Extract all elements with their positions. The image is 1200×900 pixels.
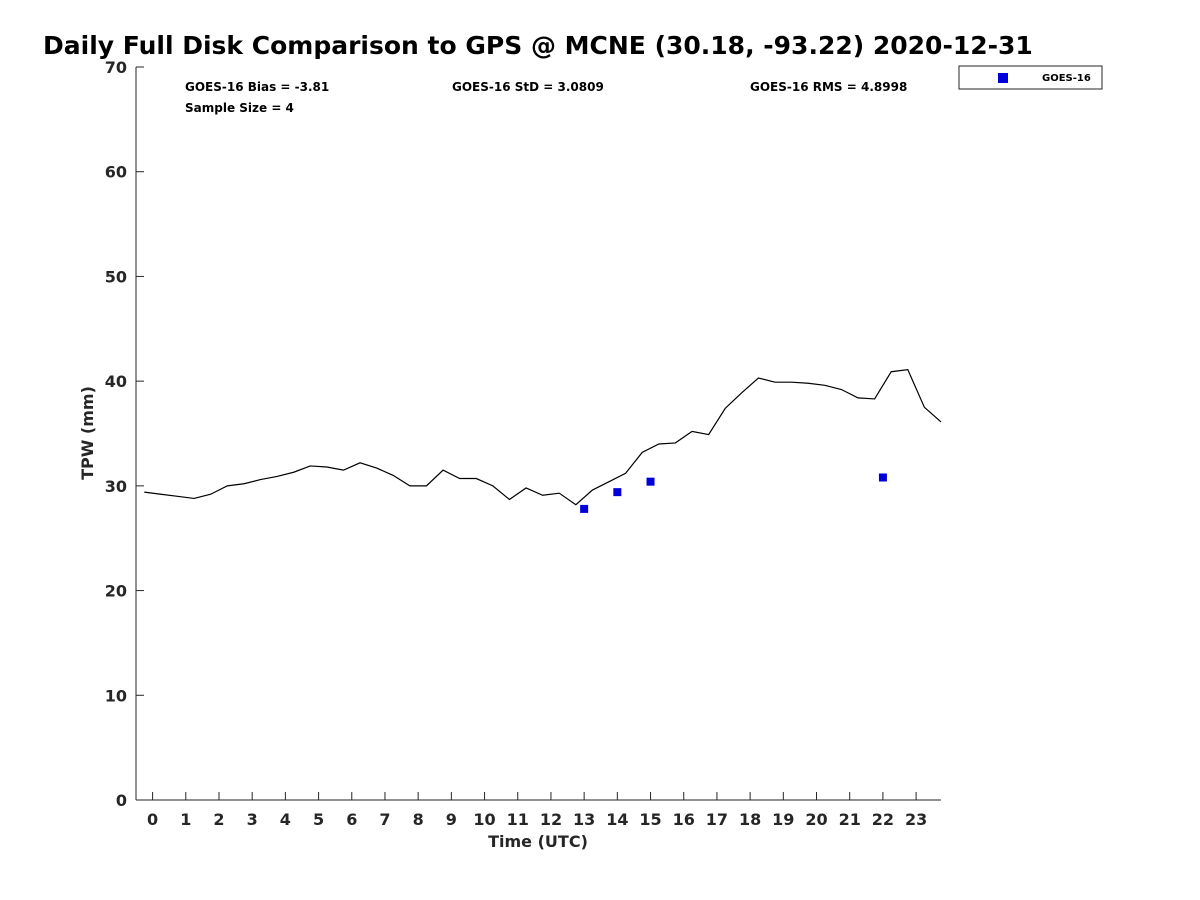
x-tick-label: 5 [313, 810, 324, 829]
x-tick-label: 17 [706, 810, 728, 829]
x-tick-label: 8 [413, 810, 424, 829]
legend-label-goes16: GOES-16 [1042, 73, 1091, 84]
rms-stat: GOES-16 RMS = 4.8998 [750, 80, 907, 94]
x-tick-label: 20 [805, 810, 827, 829]
y-tick-label: 40 [105, 372, 127, 391]
y-tick-label: 70 [105, 58, 127, 77]
x-tick-label: 4 [280, 810, 291, 829]
x-axis-ticks: 0 1 2 3 4 5 6 7 8 9 10 11 12 13 14 15 16 17 18 19 20 21 22 23 [147, 792, 927, 829]
y-axis-ticks: 0 10 20 30 40 50 60 70 [105, 58, 144, 810]
legend-box [958, 65, 1103, 90]
axes [135, 67, 941, 801]
goes16-point [646, 477, 655, 486]
x-tick-label: 16 [673, 810, 695, 829]
x-tick-label: 11 [507, 810, 529, 829]
x-axis-label: Time (UTC) [488, 832, 588, 851]
x-tick-label: 0 [147, 810, 158, 829]
x-tick-label: 19 [772, 810, 794, 829]
y-tick-label: 10 [105, 686, 127, 705]
x-tick-label: 14 [606, 810, 628, 829]
x-tick-label: 1 [180, 810, 191, 829]
y-tick-label: 20 [105, 582, 127, 601]
x-tick-label: 15 [639, 810, 661, 829]
x-tick-label: 9 [446, 810, 457, 829]
gps-tpw-line [144, 368, 942, 506]
std-stat: GOES-16 StD = 3.0809 [452, 80, 604, 94]
y-tick-label: 30 [105, 477, 127, 496]
y-axis-label: TPW (mm) [78, 386, 97, 480]
legend-marker [998, 73, 1008, 83]
x-tick-label: 2 [213, 810, 224, 829]
legend: GOES-16 [958, 65, 1103, 90]
x-tick-label: 10 [473, 810, 495, 829]
sample-size-stat: Sample Size = 4 [185, 101, 294, 115]
goes16-series [580, 473, 887, 513]
bias-stat: GOES-16 Bias = -3.81 [185, 80, 329, 94]
x-tick-label: 13 [573, 810, 595, 829]
gps-series [144, 368, 942, 506]
x-tick-label: 18 [739, 810, 761, 829]
x-tick-label: 12 [540, 810, 562, 829]
x-tick-label: 7 [379, 810, 390, 829]
y-tick-label: 60 [105, 163, 127, 182]
goes16-point [613, 488, 622, 497]
x-tick-label: 23 [905, 810, 927, 829]
goes16-point [878, 473, 887, 482]
y-tick-label: 50 [105, 267, 127, 286]
x-tick-label: 22 [872, 810, 894, 829]
x-tick-label: 21 [839, 810, 861, 829]
x-tick-label: 6 [346, 810, 357, 829]
x-tick-label: 3 [247, 810, 258, 829]
goes16-point [580, 504, 589, 513]
y-tick-label: 0 [116, 791, 127, 810]
chart-title: Daily Full Disk Comparison to GPS @ MCNE… [43, 31, 1033, 60]
